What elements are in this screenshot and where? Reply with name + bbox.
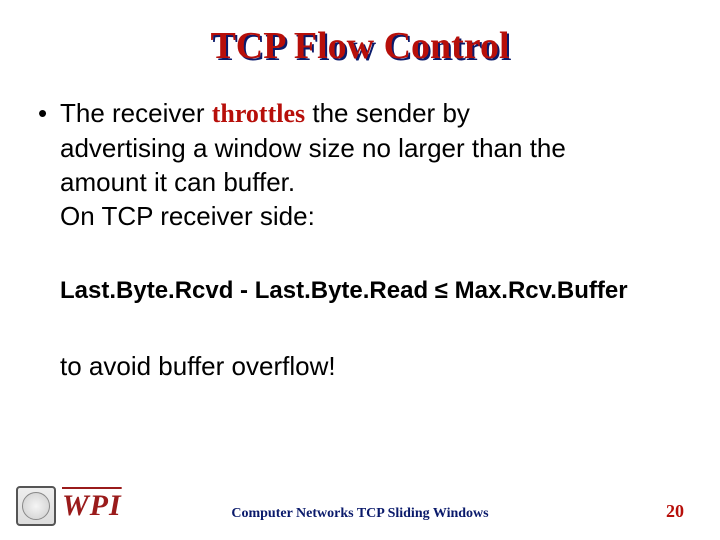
logo-text: WPI [62,489,122,523]
bullet-marker: • [38,96,60,233]
bullet-line4: On TCP receiver side: [60,201,315,231]
slide-title-text: TCP Flow Control [210,24,509,68]
bullet-row: • The receiver throttles the sender by a… [38,96,682,233]
slide: TCP Flow Control • The receiver throttle… [0,0,720,540]
footer-center-text: Computer Networks TCP Sliding Windows [231,506,488,522]
bullet-line1-pre: The receiver [60,98,212,128]
bullet-line1-emphasis: throttles [212,99,305,128]
bullet-line3: amount it can buffer. [60,167,295,197]
bullet-line2: advertising a window size no larger than… [60,133,566,163]
seal-icon [16,486,56,526]
logo: WPI [0,486,122,526]
formula-text: Last.Byte.Rcvd - Last.Byte.Read ≤ Max.Rc… [38,277,682,305]
closing-text: to avoid buffer overflow! [38,351,682,382]
bullet-block: • The receiver throttles the sender by a… [38,96,682,233]
bullet-line1-post: the sender by [305,98,470,128]
slide-number: 20 [666,501,684,522]
bullet-text: The receiver throttles the sender by adv… [60,96,566,233]
slide-title: TCP Flow Control [38,24,682,68]
footer: WPI Computer Networks TCP Sliding Window… [0,486,720,526]
